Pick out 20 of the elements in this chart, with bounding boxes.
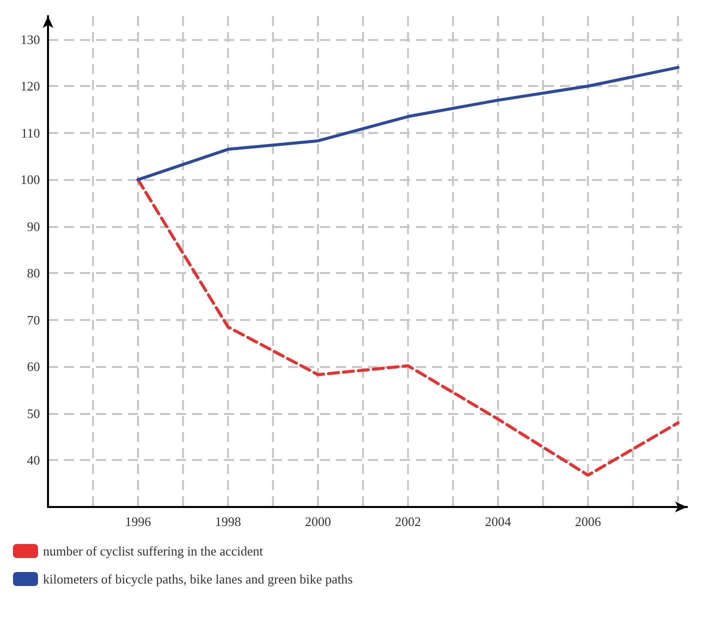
legend-label: kilometers of bicycle paths, bike lanes and green bike paths	[43, 572, 353, 586]
line-series	[136, 66, 680, 182]
x-tick-label: 2002	[395, 514, 421, 529]
y-tick-label: 120	[20, 78, 40, 94]
y-tick-label: 110	[20, 125, 40, 140]
y-tick-label: 130	[20, 32, 40, 47]
x-tick-label: 1998	[215, 514, 241, 529]
y-tick-label: 60	[27, 359, 40, 374]
x-tick-label: 1996	[125, 514, 152, 529]
y-tick-label: 90	[27, 218, 40, 234]
x-tick-label: 2004	[485, 514, 512, 529]
y-tick-label: 40	[27, 452, 40, 468]
y-tick-label: 50	[27, 406, 40, 421]
y-tick-label: 100	[20, 172, 40, 188]
y-tick-label: 70	[27, 312, 40, 328]
x-tick-label: 2006	[575, 514, 602, 529]
y-tick-label: 80	[27, 266, 40, 281]
legend-label: number of cyclist suffering in the accident	[43, 544, 264, 558]
x-tick-label: 2000	[305, 514, 331, 529]
line-series	[136, 178, 680, 477]
